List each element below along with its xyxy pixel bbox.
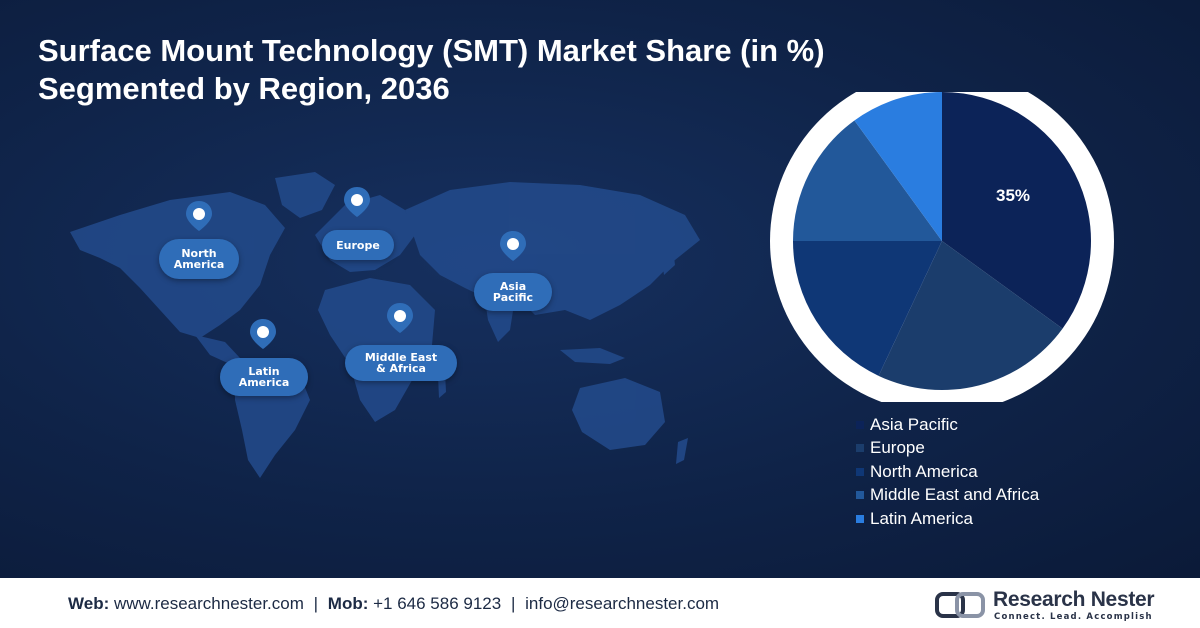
pie-slice-europe: [878, 241, 1063, 390]
pie-slice-asia-pacific: [942, 92, 1091, 329]
logo-tagline: Connect. Lead. Accomplish: [994, 612, 1153, 622]
title-line-2: Segmented by Region, 2036: [38, 71, 450, 106]
page-title: Surface Mount Technology (SMT) Market Sh…: [38, 32, 938, 108]
logo-mark-icon: [935, 592, 985, 618]
legend-item: Latin America: [856, 507, 1039, 531]
pie-slice-north-america: [792, 241, 942, 376]
footer: Web: www.researchnester.com | Mob: +1 64…: [0, 578, 1200, 628]
main-panel: Surface Mount Technology (SMT) Market Sh…: [0, 0, 1200, 578]
location-pin-icon: [250, 319, 276, 349]
legend-label: Europe: [870, 438, 925, 458]
research-nester-logo: Research Nester Connect. Lead. Accomplis…: [935, 586, 1155, 622]
legend-swatch: [856, 491, 864, 500]
map-australia: [572, 378, 665, 450]
legend-swatch: [856, 514, 864, 523]
map-central-america: [195, 335, 240, 365]
map-asia: [405, 182, 700, 320]
chart-legend: Asia Pacific Europe North America Middle…: [856, 413, 1039, 531]
legend-label: Latin America: [870, 508, 973, 528]
map-indonesia: [560, 348, 625, 364]
legend-label: Asia Pacific: [870, 414, 958, 434]
email-link[interactable]: info@researchnester.com: [525, 594, 720, 613]
legend-label: Middle East and Africa: [870, 485, 1040, 505]
legend-swatch: [856, 467, 864, 476]
map-new-zealand: [676, 438, 688, 464]
map-japan: [660, 240, 675, 275]
website-link[interactable]: www.researchnester.com: [113, 594, 304, 613]
map-label-europe: Europe: [322, 230, 394, 260]
map-label-asia-pacific: Asia Pacific: [474, 273, 552, 311]
map-label-middle-east-africa: Middle East & Africa: [345, 345, 457, 381]
legend-item: Middle East and Africa: [856, 484, 1039, 508]
map-greenland: [275, 172, 335, 218]
contact-info: Web: www.researchnester.com | Mob: +1 64…: [68, 594, 719, 614]
location-pin-icon: [344, 187, 370, 217]
logo-name: Research Nester: [993, 588, 1155, 611]
legend-item: Europe: [856, 437, 1039, 461]
separator: |: [510, 594, 516, 613]
legend-swatch: [856, 444, 864, 453]
web-label: Web:: [68, 594, 110, 613]
slice-label-asia-pacific: 35%: [996, 186, 1030, 205]
legend-item: Asia Pacific: [856, 413, 1039, 437]
legend-item: North America: [856, 460, 1039, 484]
location-pin-icon: [500, 231, 526, 261]
legend-swatch: [856, 420, 864, 429]
phone-number[interactable]: +1 646 586 9123: [373, 594, 502, 613]
mob-label: Mob:: [327, 594, 369, 613]
title-line-1: Surface Mount Technology (SMT) Market Sh…: [38, 33, 825, 68]
pie-slice-middle-east-and-africa: [793, 120, 942, 241]
legend-label: North America: [870, 461, 978, 481]
separator: |: [313, 594, 319, 613]
map-label-north-america: North America: [159, 239, 239, 279]
pie-chart: 35%: [770, 92, 1114, 402]
map-label-latin-america: Latin America: [220, 358, 308, 396]
location-pin-icon: [387, 303, 413, 333]
location-pin-icon: [186, 201, 212, 231]
pie-slice-latin-america: [854, 92, 942, 241]
